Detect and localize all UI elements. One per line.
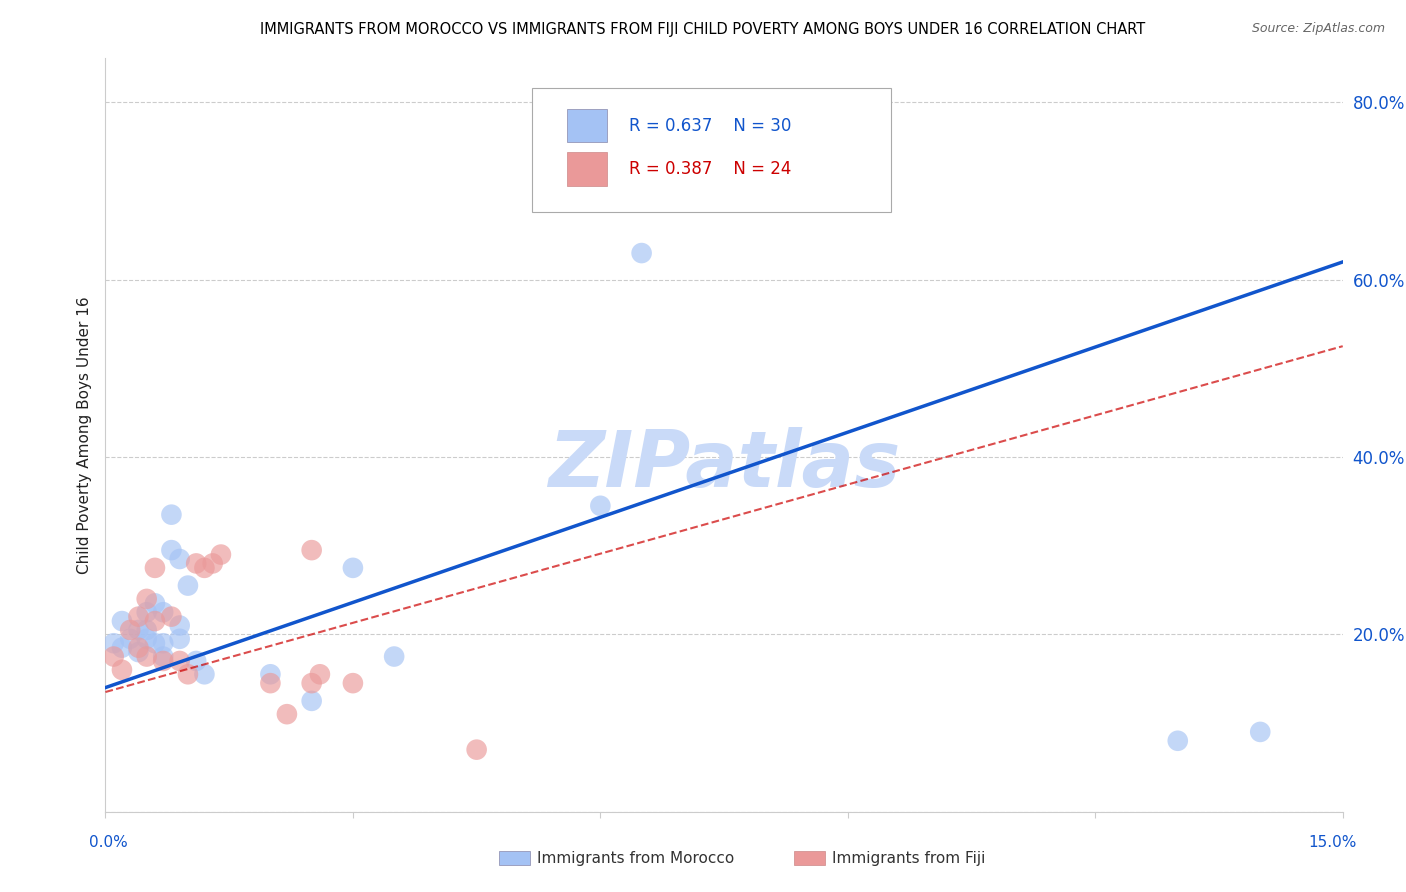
- Point: [103, 636, 125, 650]
- Point: [193, 667, 215, 681]
- Point: [177, 578, 200, 592]
- Text: Immigrants from Morocco: Immigrants from Morocco: [537, 851, 734, 865]
- Point: [160, 508, 183, 522]
- Point: [276, 707, 298, 722]
- Y-axis label: Child Poverty Among Boys Under 16: Child Poverty Among Boys Under 16: [76, 296, 91, 574]
- Point: [186, 654, 208, 668]
- Point: [127, 640, 149, 655]
- Point: [169, 632, 191, 646]
- FancyBboxPatch shape: [533, 88, 891, 212]
- Point: [193, 561, 215, 575]
- Point: [135, 649, 157, 664]
- Point: [259, 667, 281, 681]
- Text: Source: ZipAtlas.com: Source: ZipAtlas.com: [1251, 22, 1385, 36]
- Text: ZIPatlas: ZIPatlas: [548, 427, 900, 503]
- Point: [342, 676, 364, 690]
- Text: R = 0.387    N = 24: R = 0.387 N = 24: [628, 161, 792, 178]
- Point: [143, 596, 166, 610]
- Point: [186, 557, 208, 571]
- Point: [1167, 733, 1189, 747]
- Point: [111, 640, 134, 655]
- Point: [589, 499, 612, 513]
- Point: [127, 623, 149, 637]
- Text: 15.0%: 15.0%: [1309, 836, 1357, 850]
- Text: R = 0.637    N = 30: R = 0.637 N = 30: [628, 117, 792, 135]
- Point: [143, 561, 166, 575]
- Point: [111, 663, 134, 677]
- Point: [169, 654, 191, 668]
- Point: [111, 614, 134, 628]
- Point: [152, 636, 174, 650]
- Point: [120, 632, 142, 646]
- Point: [135, 632, 157, 646]
- Point: [309, 667, 332, 681]
- Point: [1249, 725, 1271, 739]
- Point: [127, 645, 149, 659]
- Point: [259, 676, 281, 690]
- Point: [177, 667, 200, 681]
- Point: [465, 742, 488, 756]
- Point: [301, 543, 323, 558]
- Point: [160, 543, 183, 558]
- Text: 0.0%: 0.0%: [89, 836, 128, 850]
- Point: [301, 676, 323, 690]
- Point: [169, 552, 191, 566]
- Point: [143, 614, 166, 628]
- Point: [169, 618, 191, 632]
- Point: [135, 591, 157, 606]
- Text: Immigrants from Fiji: Immigrants from Fiji: [832, 851, 986, 865]
- Text: IMMIGRANTS FROM MOROCCO VS IMMIGRANTS FROM FIJI CHILD POVERTY AMONG BOYS UNDER 1: IMMIGRANTS FROM MOROCCO VS IMMIGRANTS FR…: [260, 22, 1146, 37]
- Point: [143, 636, 166, 650]
- Point: [152, 605, 174, 619]
- FancyBboxPatch shape: [567, 109, 606, 143]
- FancyBboxPatch shape: [567, 153, 606, 186]
- Point: [201, 557, 224, 571]
- Point: [127, 609, 149, 624]
- Point: [301, 694, 323, 708]
- Point: [382, 649, 405, 664]
- Point: [103, 649, 125, 664]
- Point: [152, 649, 174, 664]
- Point: [160, 609, 183, 624]
- Point: [135, 623, 157, 637]
- Point: [120, 623, 142, 637]
- Point: [630, 246, 652, 260]
- Point: [152, 654, 174, 668]
- Point: [342, 561, 364, 575]
- Point: [135, 605, 157, 619]
- Point: [209, 548, 232, 562]
